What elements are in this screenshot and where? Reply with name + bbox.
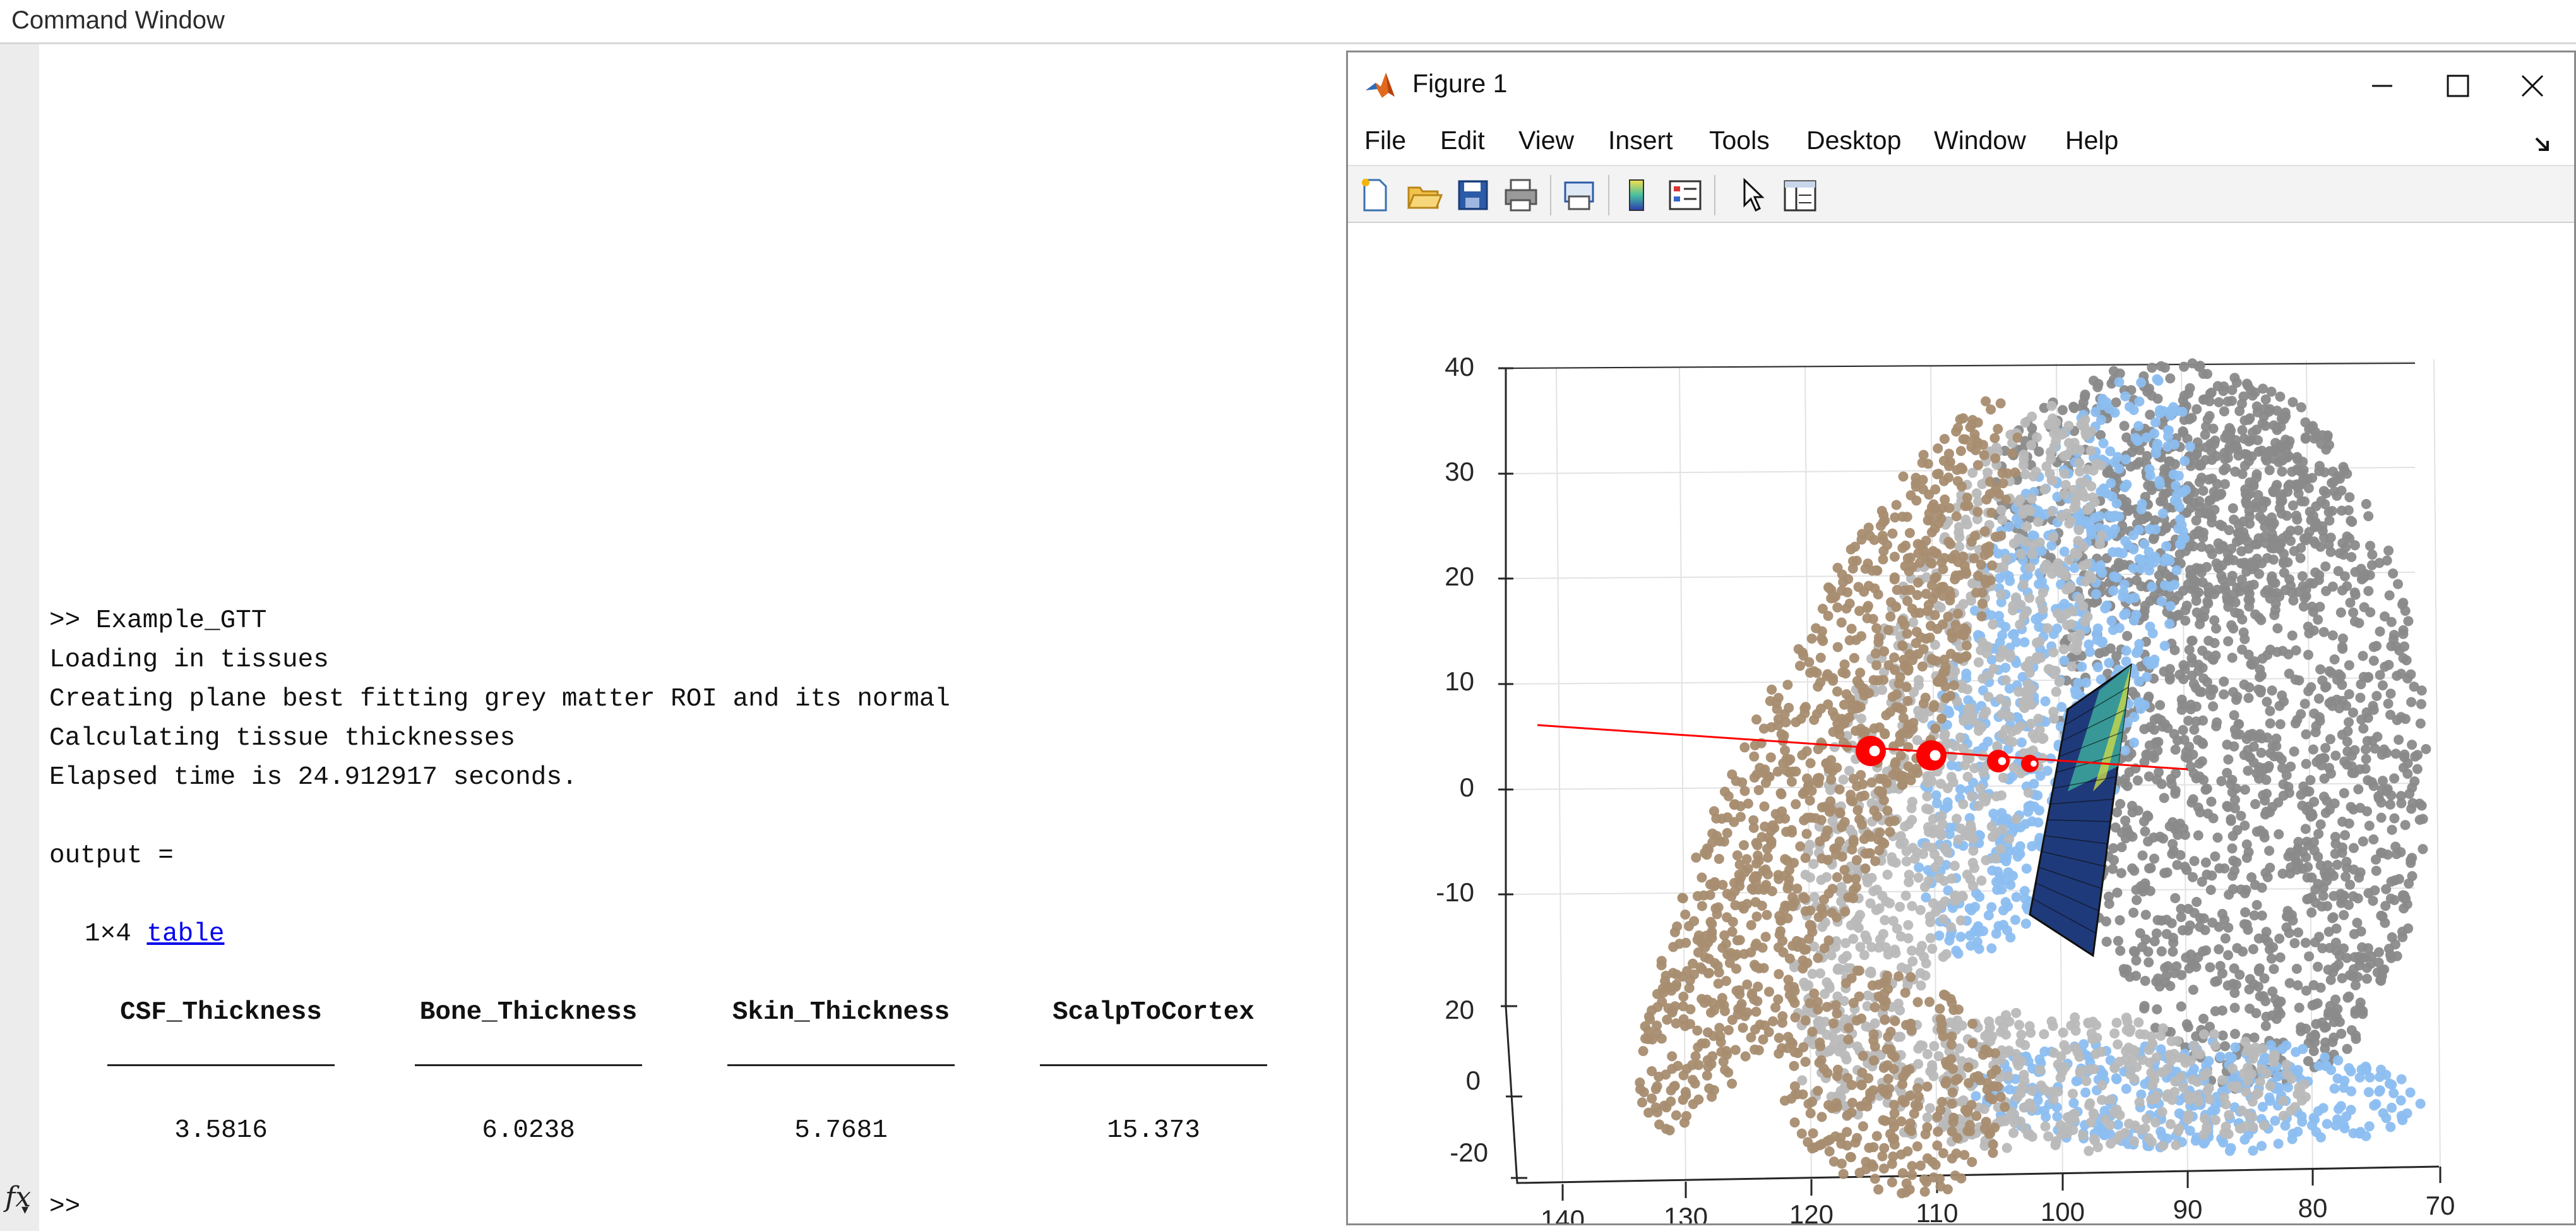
new-figure-icon[interactable] [1356,176,1393,214]
minimize-icon [2372,85,2392,87]
menu-edit[interactable]: Edit [1440,126,1485,155]
table-rule [107,1064,335,1066]
z-tick-label: 30 [1445,457,1474,486]
figure-title: Figure 1 [1412,69,1508,98]
figure-window[interactable]: Figure 1 File Edit View Insert Tools Des… [1346,51,2576,1231]
menu-insert[interactable]: Insert [1608,126,1673,155]
save-icon[interactable] [1454,176,1492,214]
x-tick-label: 70 [2426,1191,2455,1220]
command-window-output[interactable]: >> Example_GTT Loading in tissues Creati… [39,44,1346,1231]
figure-titlebar[interactable]: Figure 1 [1348,52,2574,118]
table-value-bone: 6.0238 [482,1116,575,1145]
open-file-icon[interactable] [1405,176,1443,214]
z-tick-label: 20 [1445,561,1474,591]
toolbar-separator [1550,175,1551,215]
output-line: Loading in tissues [49,646,329,675]
table-header-skin: Skin_Thickness [732,998,950,1027]
table-value-csf: 3.5816 [174,1116,268,1145]
print-preview-icon[interactable] [1560,176,1598,214]
matlab-logo-icon [1363,69,1397,103]
chevron-down-icon[interactable]: ▾ [21,1201,29,1217]
y-tick-label: -20 [1450,1138,1488,1167]
edit-plot-icon[interactable] [1733,176,1771,214]
function-browser-icon[interactable]: fx [5,1181,32,1213]
menu-file[interactable]: File [1364,126,1407,155]
x-tick-label: 130 [1664,1202,1708,1223]
z-tick-label: 40 [1445,352,1474,381]
table-size: 1×4 [85,920,131,949]
table-header-scalp: ScalpToCortex [1052,998,1255,1027]
table-size-line: 1×4 table [85,920,224,949]
property-inspector-icon[interactable] [1781,176,1819,214]
insert-legend-icon[interactable] [1666,176,1704,214]
menu-desktop[interactable]: Desktop [1806,126,1902,155]
table-value-skin: 5.7681 [794,1116,888,1145]
y-tick-label: 20 [1445,995,1474,1024]
command-window-gutter [0,44,39,1231]
table-rule [1040,1064,1267,1066]
x-tick-label: 140 [1541,1204,1585,1223]
command-window-title: Command Window [11,6,225,34]
output-line: output = [49,841,174,870]
x-tick-label: 100 [2041,1197,2085,1223]
print-icon[interactable] [1502,176,1540,214]
minimize-button[interactable] [2344,64,2420,108]
output-line: >> Example_GTT [49,606,267,635]
table-link[interactable]: table [146,920,225,949]
x-tick-label: 80 [2298,1193,2328,1223]
x-tick-label: 90 [2173,1194,2203,1223]
dock-arrow-icon[interactable] [2531,133,2554,156]
grey-matter-roi-plane [2029,663,2132,958]
output-line: Creating plane best fitting grey matter … [49,685,951,714]
roi-normal-line [1537,724,2188,772]
y-tick-label: 0 [1466,1066,1481,1095]
table-header-csf: CSF_Thickness [120,998,322,1027]
tissue-point-cloud [1635,358,2431,1199]
output-line: Calculating tissue thicknesses [49,724,516,753]
maximize-button[interactable] [2420,64,2496,108]
menu-view[interactable]: View [1518,126,1575,155]
table-value-scalp: 15.373 [1107,1116,1200,1145]
3d-axes[interactable]: 40 30 20 10 0 -10 20 0 -20 140 130 120 1… [1348,223,2574,1231]
figure-toolbar [1348,165,2574,223]
toolbar-separator [1714,175,1715,215]
command-window-header: Command Window [0,0,2576,44]
z-tick-label: 10 [1445,666,1474,696]
close-icon [2521,75,2544,97]
output-line: Elapsed time is 24.912917 seconds. [49,763,578,792]
close-button[interactable] [2495,64,2570,108]
insert-colorbar-icon[interactable] [1618,176,1656,214]
command-prompt[interactable]: >> [49,1192,81,1222]
table-rule [415,1064,642,1066]
menu-help[interactable]: Help [2065,126,2119,155]
z-tick-label: -10 [1436,877,1474,907]
toolbar-separator [1608,175,1609,215]
z-tick-label: 0 [1460,772,1474,802]
maximize-icon [2447,75,2469,97]
table-header-bone: Bone_Thickness [419,998,638,1027]
x-tick-label: 120 [1789,1199,1834,1223]
table-rule [727,1064,955,1066]
x-tick-label: 110 [1916,1198,1959,1223]
menu-tools[interactable]: Tools [1709,126,1770,155]
figure-canvas[interactable]: 40 30 20 10 0 -10 20 0 -20 140 130 120 1… [1348,223,2574,1231]
menu-window[interactable]: Window [1934,126,2026,155]
figure-menubar: File Edit View Insert Tools Desktop Wind… [1348,118,2574,165]
